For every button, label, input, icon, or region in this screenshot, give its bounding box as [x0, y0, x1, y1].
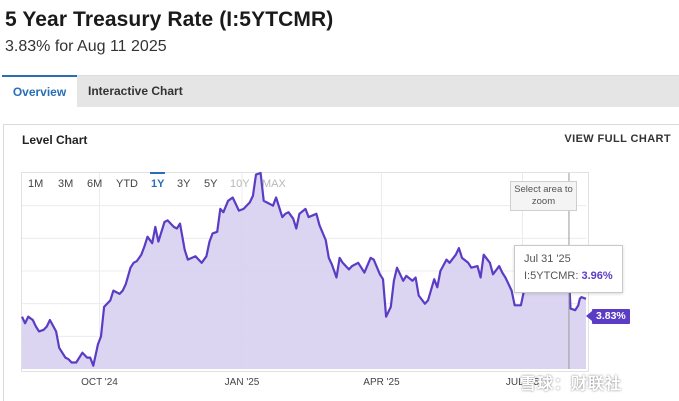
tooltip-value: 3.96%: [581, 270, 613, 282]
range-1y[interactable]: 1Y: [149, 172, 166, 190]
x-tick-label: JUL '25: [506, 377, 540, 388]
chart-tooltip: Jul 31 '25 I:5YTCMR: 3.96%: [514, 245, 623, 293]
tooltip-value-row: I:5YTCMR: 3.96%: [524, 270, 613, 282]
range-6m[interactable]: 6M: [87, 178, 103, 190]
range-5y[interactable]: 5Y: [204, 178, 218, 190]
tooltip-date: Jul 31 '25: [524, 253, 571, 265]
x-tick-label: APR '25: [363, 377, 400, 388]
zoom-hint: Select area to zoom: [510, 181, 577, 211]
series-line: [21, 171, 587, 367]
tooltip-series-label: I:5YTCMR:: [524, 270, 579, 282]
range-1m[interactable]: 1M: [28, 178, 44, 190]
range-3m[interactable]: 3M: [58, 178, 74, 190]
panel-header: Level Chart VIEW FULL CHART: [4, 125, 679, 155]
range-max: MAX: [262, 178, 286, 190]
view-full-chart-link[interactable]: VIEW FULL CHART: [564, 133, 671, 145]
x-axis-ticks: OCT '24 JAN '25 APR '25 JUL '25: [81, 377, 539, 388]
tab-interactive-chart[interactable]: Interactive Chart: [88, 84, 183, 98]
last-value-badge: 3.83%: [586, 309, 630, 324]
panel-title: Level Chart: [22, 133, 88, 147]
watermark: 雪球：财联社: [520, 376, 623, 393]
range-3y[interactable]: 3Y: [177, 178, 191, 190]
x-tick-label: OCT '24: [81, 377, 118, 388]
page-subtitle: 3.83% for Aug 11 2025: [5, 38, 167, 55]
tab-bar: Overview Interactive Chart: [2, 75, 679, 108]
x-tick-label: JAN '25: [225, 377, 260, 388]
series-area-fill: [22, 173, 586, 369]
tab-overview[interactable]: Overview: [2, 75, 77, 108]
range-10y: 10Y: [230, 178, 250, 190]
range-ytd[interactable]: YTD: [116, 178, 138, 190]
page-title: 5 Year Treasury Rate (I:5YTCMR): [5, 8, 334, 31]
